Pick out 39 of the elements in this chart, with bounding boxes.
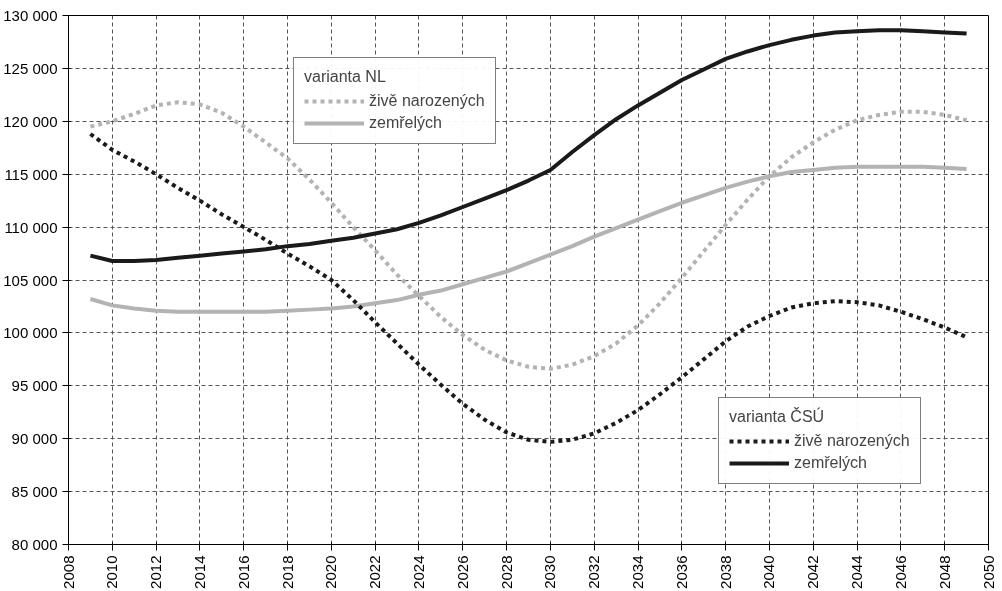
x-tick-label: 2020 [322,555,340,589]
x-tick-label: 2034 [629,555,647,589]
x-tick-label: 2012 [147,555,165,589]
y-tick-label: 125 000 [3,59,58,77]
y-tick-label: 85 000 [11,483,58,501]
y-tick-label: 95 000 [11,377,58,395]
y-tick-label: 100 000 [3,324,58,342]
x-tick-label: 2008 [59,555,77,589]
x-tick-label: 2018 [278,555,296,589]
x-tick-label: 2050 [979,555,997,589]
x-tick-label: 2014 [190,555,208,589]
y-tick-label: 120 000 [3,112,58,130]
x-tick-label: 2030 [541,555,559,589]
x-tick-label: 2048 [935,555,953,589]
x-tick-label: 2040 [760,555,778,589]
legend-label: zemřelých [369,114,442,132]
x-tick-label: 2022 [366,555,384,589]
y-tick-label: 130 000 [3,7,58,24]
y-tick-label: 110 000 [4,218,58,236]
x-tick-label: 2032 [585,555,603,589]
y-tick-label: 115 000 [4,165,58,183]
x-tick-label: 2042 [804,555,822,589]
annotation: varianta ČSÚ [729,408,826,426]
x-tick-label: 2038 [716,555,734,589]
legend-label: živě narozených [794,432,910,450]
x-tick-label: 2010 [103,555,121,589]
x-tick-label: 2024 [409,555,427,589]
y-tick-label: 80 000 [11,536,58,553]
x-tick-label: 2046 [891,555,909,589]
legend-label: živě narozených [369,92,485,110]
annotation: varianta NL [304,68,387,86]
x-tick-label: 2016 [234,555,252,589]
x-tick-label: 2036 [672,555,690,589]
x-tick-label: 2044 [848,555,866,589]
legend-label: zemřelých [794,454,867,472]
x-tick-label: 2028 [497,555,515,589]
y-tick-label: 90 000 [11,430,58,448]
x-tick-label: 2026 [453,555,471,589]
y-tick-label: 105 000 [3,271,58,289]
